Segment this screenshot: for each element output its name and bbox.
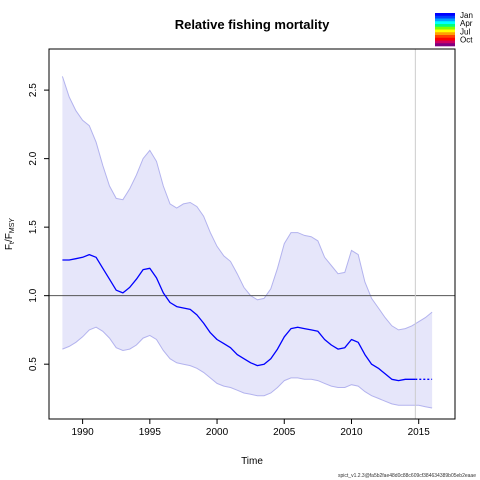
y-axis-label-sub-t: t bbox=[9, 242, 16, 244]
x-tick-label-2015: 2015 bbox=[408, 427, 431, 438]
legend-label-apr: Apr bbox=[460, 19, 473, 28]
x-tick-label-1995: 1995 bbox=[139, 427, 162, 438]
reference-line-layer bbox=[49, 49, 455, 419]
plot-frame bbox=[48, 48, 456, 420]
confidence-band-lower bbox=[62, 326, 433, 409]
y-axis-label-mid: /F bbox=[4, 233, 15, 242]
x-tick-label-2010: 2010 bbox=[340, 427, 363, 438]
y-tick-label-0.5: 0.5 bbox=[28, 357, 39, 371]
legend-swatch-7 bbox=[435, 32, 455, 36]
legend-swatch-5 bbox=[435, 26, 455, 30]
legend-swatch-3 bbox=[435, 21, 455, 25]
legend-swatch-8 bbox=[435, 35, 455, 39]
y-tick-label-2.5: 2.5 bbox=[28, 83, 39, 97]
x-axis-label: Time bbox=[241, 456, 263, 467]
estimate-line-layer bbox=[62, 253, 433, 382]
legend-label-oct: Oct bbox=[460, 36, 473, 45]
x-tick-label-2000: 2000 bbox=[206, 427, 229, 438]
legend-swatch-11 bbox=[435, 43, 455, 47]
y-axis-label-main: F bbox=[4, 244, 15, 250]
legend-swatch-9 bbox=[435, 37, 455, 41]
x-tick-label-1990: 1990 bbox=[71, 427, 94, 438]
y-tick-label-1.0: 1.0 bbox=[28, 288, 39, 302]
y-axis-label-sub-msy: MSY bbox=[9, 218, 16, 234]
legend-label-jan: Jan bbox=[460, 11, 473, 20]
y-axis-label: Ft/FMSY bbox=[4, 218, 16, 250]
estimate-line bbox=[62, 253, 416, 382]
legend-swatch-1 bbox=[435, 15, 455, 19]
y-axis-ticks: 0.5 1.0 1.5 2.0 2.5 bbox=[28, 83, 49, 371]
legend-label-jul: Jul bbox=[460, 27, 470, 36]
x-axis-ticks: 1990 1995 2000 2005 2010 2015 bbox=[71, 419, 430, 438]
chart-title: Relative fishing mortality bbox=[175, 17, 330, 32]
legend-swatch-6 bbox=[435, 29, 455, 33]
x-tick-label-2005: 2005 bbox=[273, 427, 296, 438]
version-footer: spict_v1.2.3@fa5b2fae48d0c88c609cf384634… bbox=[338, 473, 476, 479]
y-tick-label-1.5: 1.5 bbox=[28, 220, 39, 234]
legend-swatch-4 bbox=[435, 24, 455, 28]
legend-swatch-0 bbox=[435, 13, 455, 17]
y-tick-label-2.0: 2.0 bbox=[28, 151, 39, 165]
legend-swatch-10 bbox=[435, 40, 455, 44]
legend-swatch-2 bbox=[435, 18, 455, 22]
